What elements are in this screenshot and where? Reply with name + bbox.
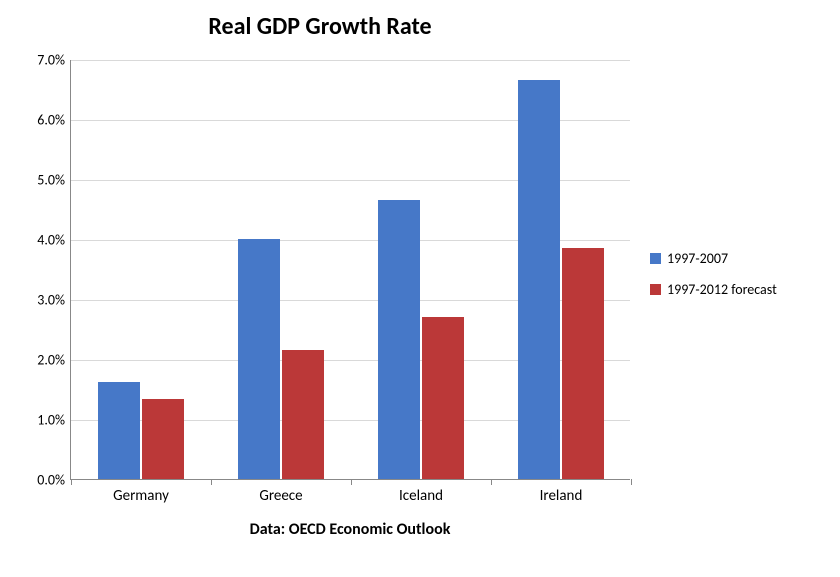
y-tick-label: 7.0% bbox=[5, 52, 71, 69]
bar bbox=[238, 239, 280, 479]
bar bbox=[518, 80, 560, 479]
y-tick-label: 0.0% bbox=[5, 472, 71, 489]
legend-label: 1997-2012 forecast bbox=[667, 281, 777, 298]
y-tick-label: 4.0% bbox=[5, 232, 71, 249]
y-tick-label: 2.0% bbox=[5, 352, 71, 369]
bar bbox=[142, 399, 184, 479]
y-tick-label: 6.0% bbox=[5, 112, 71, 129]
bar bbox=[422, 317, 464, 479]
category-tick bbox=[631, 479, 632, 485]
chart-sub-caption: Data: OECD Economic Outlook bbox=[70, 520, 630, 539]
bar bbox=[282, 350, 324, 479]
legend: 1997-2007 1997-2012 forecast bbox=[650, 250, 830, 312]
y-tick-label: 5.0% bbox=[5, 172, 71, 189]
legend-item: 1997-2007 bbox=[650, 250, 830, 267]
bar bbox=[562, 248, 604, 479]
legend-swatch bbox=[650, 253, 661, 264]
x-tick-label: Ireland bbox=[491, 479, 631, 505]
category-group: Greece bbox=[211, 60, 351, 479]
legend-swatch bbox=[650, 284, 661, 295]
x-tick-label: Greece bbox=[211, 479, 351, 505]
y-tick-label: 1.0% bbox=[5, 412, 71, 429]
x-tick-label: Iceland bbox=[351, 479, 491, 505]
x-tick-label: Germany bbox=[71, 479, 211, 505]
category-group: Ireland bbox=[491, 60, 631, 479]
bar bbox=[98, 382, 140, 479]
bar bbox=[378, 200, 420, 479]
category-group: Germany bbox=[71, 60, 211, 479]
plot-area: 0.0%1.0%2.0%3.0%4.0%5.0%6.0%7.0%GermanyG… bbox=[70, 60, 630, 480]
gdp-growth-chart: Real GDP Growth Rate 0.0%1.0%2.0%3.0%4.0… bbox=[0, 0, 840, 577]
chart-title: Real GDP Growth Rate bbox=[0, 12, 640, 41]
category-group: Iceland bbox=[351, 60, 491, 479]
legend-item: 1997-2012 forecast bbox=[650, 281, 830, 298]
y-tick-label: 3.0% bbox=[5, 292, 71, 309]
legend-label: 1997-2007 bbox=[667, 250, 728, 267]
